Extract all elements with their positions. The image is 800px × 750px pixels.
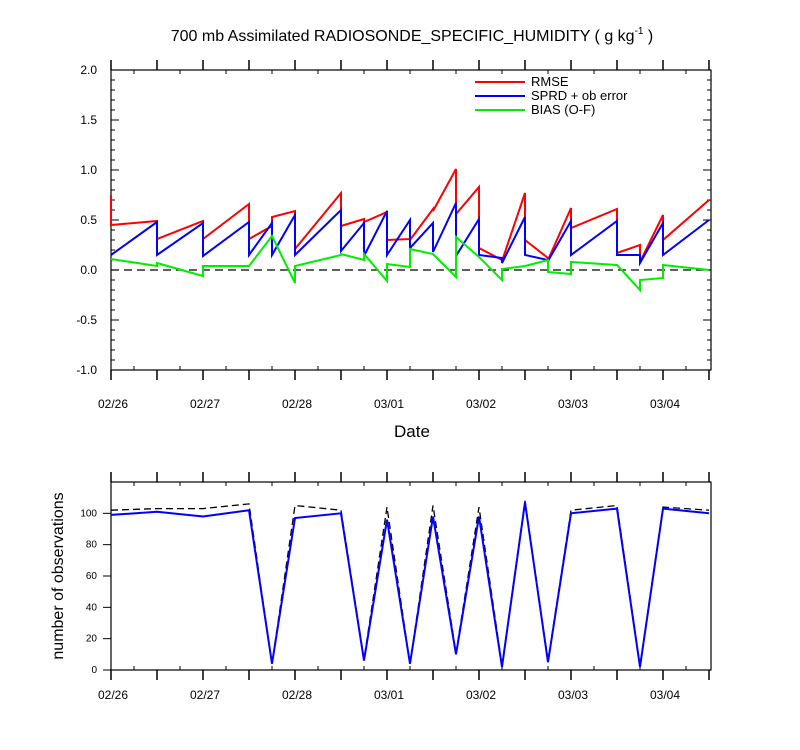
count-x-tick-label: 02/27 (190, 688, 220, 702)
title-superscript: -1 (635, 26, 644, 37)
title-main: 700 mb Assimilated RADIOSONDE_SPECIFIC_H… (171, 28, 635, 45)
x-tick-label: 03/04 (650, 397, 680, 411)
title-end: ) (643, 28, 653, 45)
top-panel: 2.0 1.5 1.0 0.5 0.0 -0.5 -1.0 02/26 02/27 02/28 03… (76, 60, 712, 441)
chart-title: 700 mb Assimilated RADIOSONDE_SPECIFIC_H… (171, 26, 654, 45)
bias-line (110, 234, 710, 293)
count-x-tick-label: 03/02 (466, 688, 496, 702)
count-x-tick-label: 03/01 (374, 688, 404, 702)
obs-used-line (110, 502, 710, 668)
x-tick-label: 03/03 (558, 397, 588, 411)
count-x-tick-label: 02/28 (282, 688, 312, 702)
count-y-tick-label: 100 (80, 508, 97, 519)
y-tick-label: -1.0 (76, 363, 97, 377)
bottom-panel: 0 20 40 60 80 100 02/26 02/27 02/28 03/01 03/02 03/… (50, 472, 712, 702)
x-tick-label: 02/27 (190, 397, 220, 411)
y-tick-label: 1.0 (80, 163, 97, 177)
x-axis-label: Date (394, 422, 430, 441)
y-tick-label: 0.0 (80, 263, 97, 277)
count-y-tick-label: 80 (86, 540, 98, 551)
legend-label-bias-line: BIAS (O-F) (531, 102, 595, 117)
count-x-tick-label: 03/04 (650, 688, 680, 702)
count-y-tick-label: 40 (86, 602, 98, 613)
y-tick-label: 0.5 (80, 213, 97, 227)
count-y-tick-label: 60 (86, 571, 98, 582)
x-tick-label: 02/28 (282, 397, 312, 411)
count-y-tick-label: 0 (91, 665, 97, 676)
y-tick-label: -0.5 (76, 313, 97, 327)
bottom-plot-frame (110, 481, 712, 671)
count-x-tick-label: 03/03 (558, 688, 588, 702)
count-x-tick-label: 02/26 (98, 688, 128, 702)
y-tick-label: 2.0 (80, 63, 97, 77)
sprd-line (110, 202, 710, 267)
legend-label-sprd-line: SPRD + ob error (531, 88, 628, 103)
legend-label-rmse-line: RMSE (531, 74, 569, 89)
x-tick-label: 03/01 (374, 397, 404, 411)
x-tick-label: 02/26 (98, 397, 128, 411)
count-y-axis-label: number of observations (50, 492, 67, 659)
count-y-tick-label: 20 (86, 634, 98, 645)
x-tick-label: 03/02 (466, 397, 496, 411)
y-tick-label: 1.5 (80, 113, 97, 127)
